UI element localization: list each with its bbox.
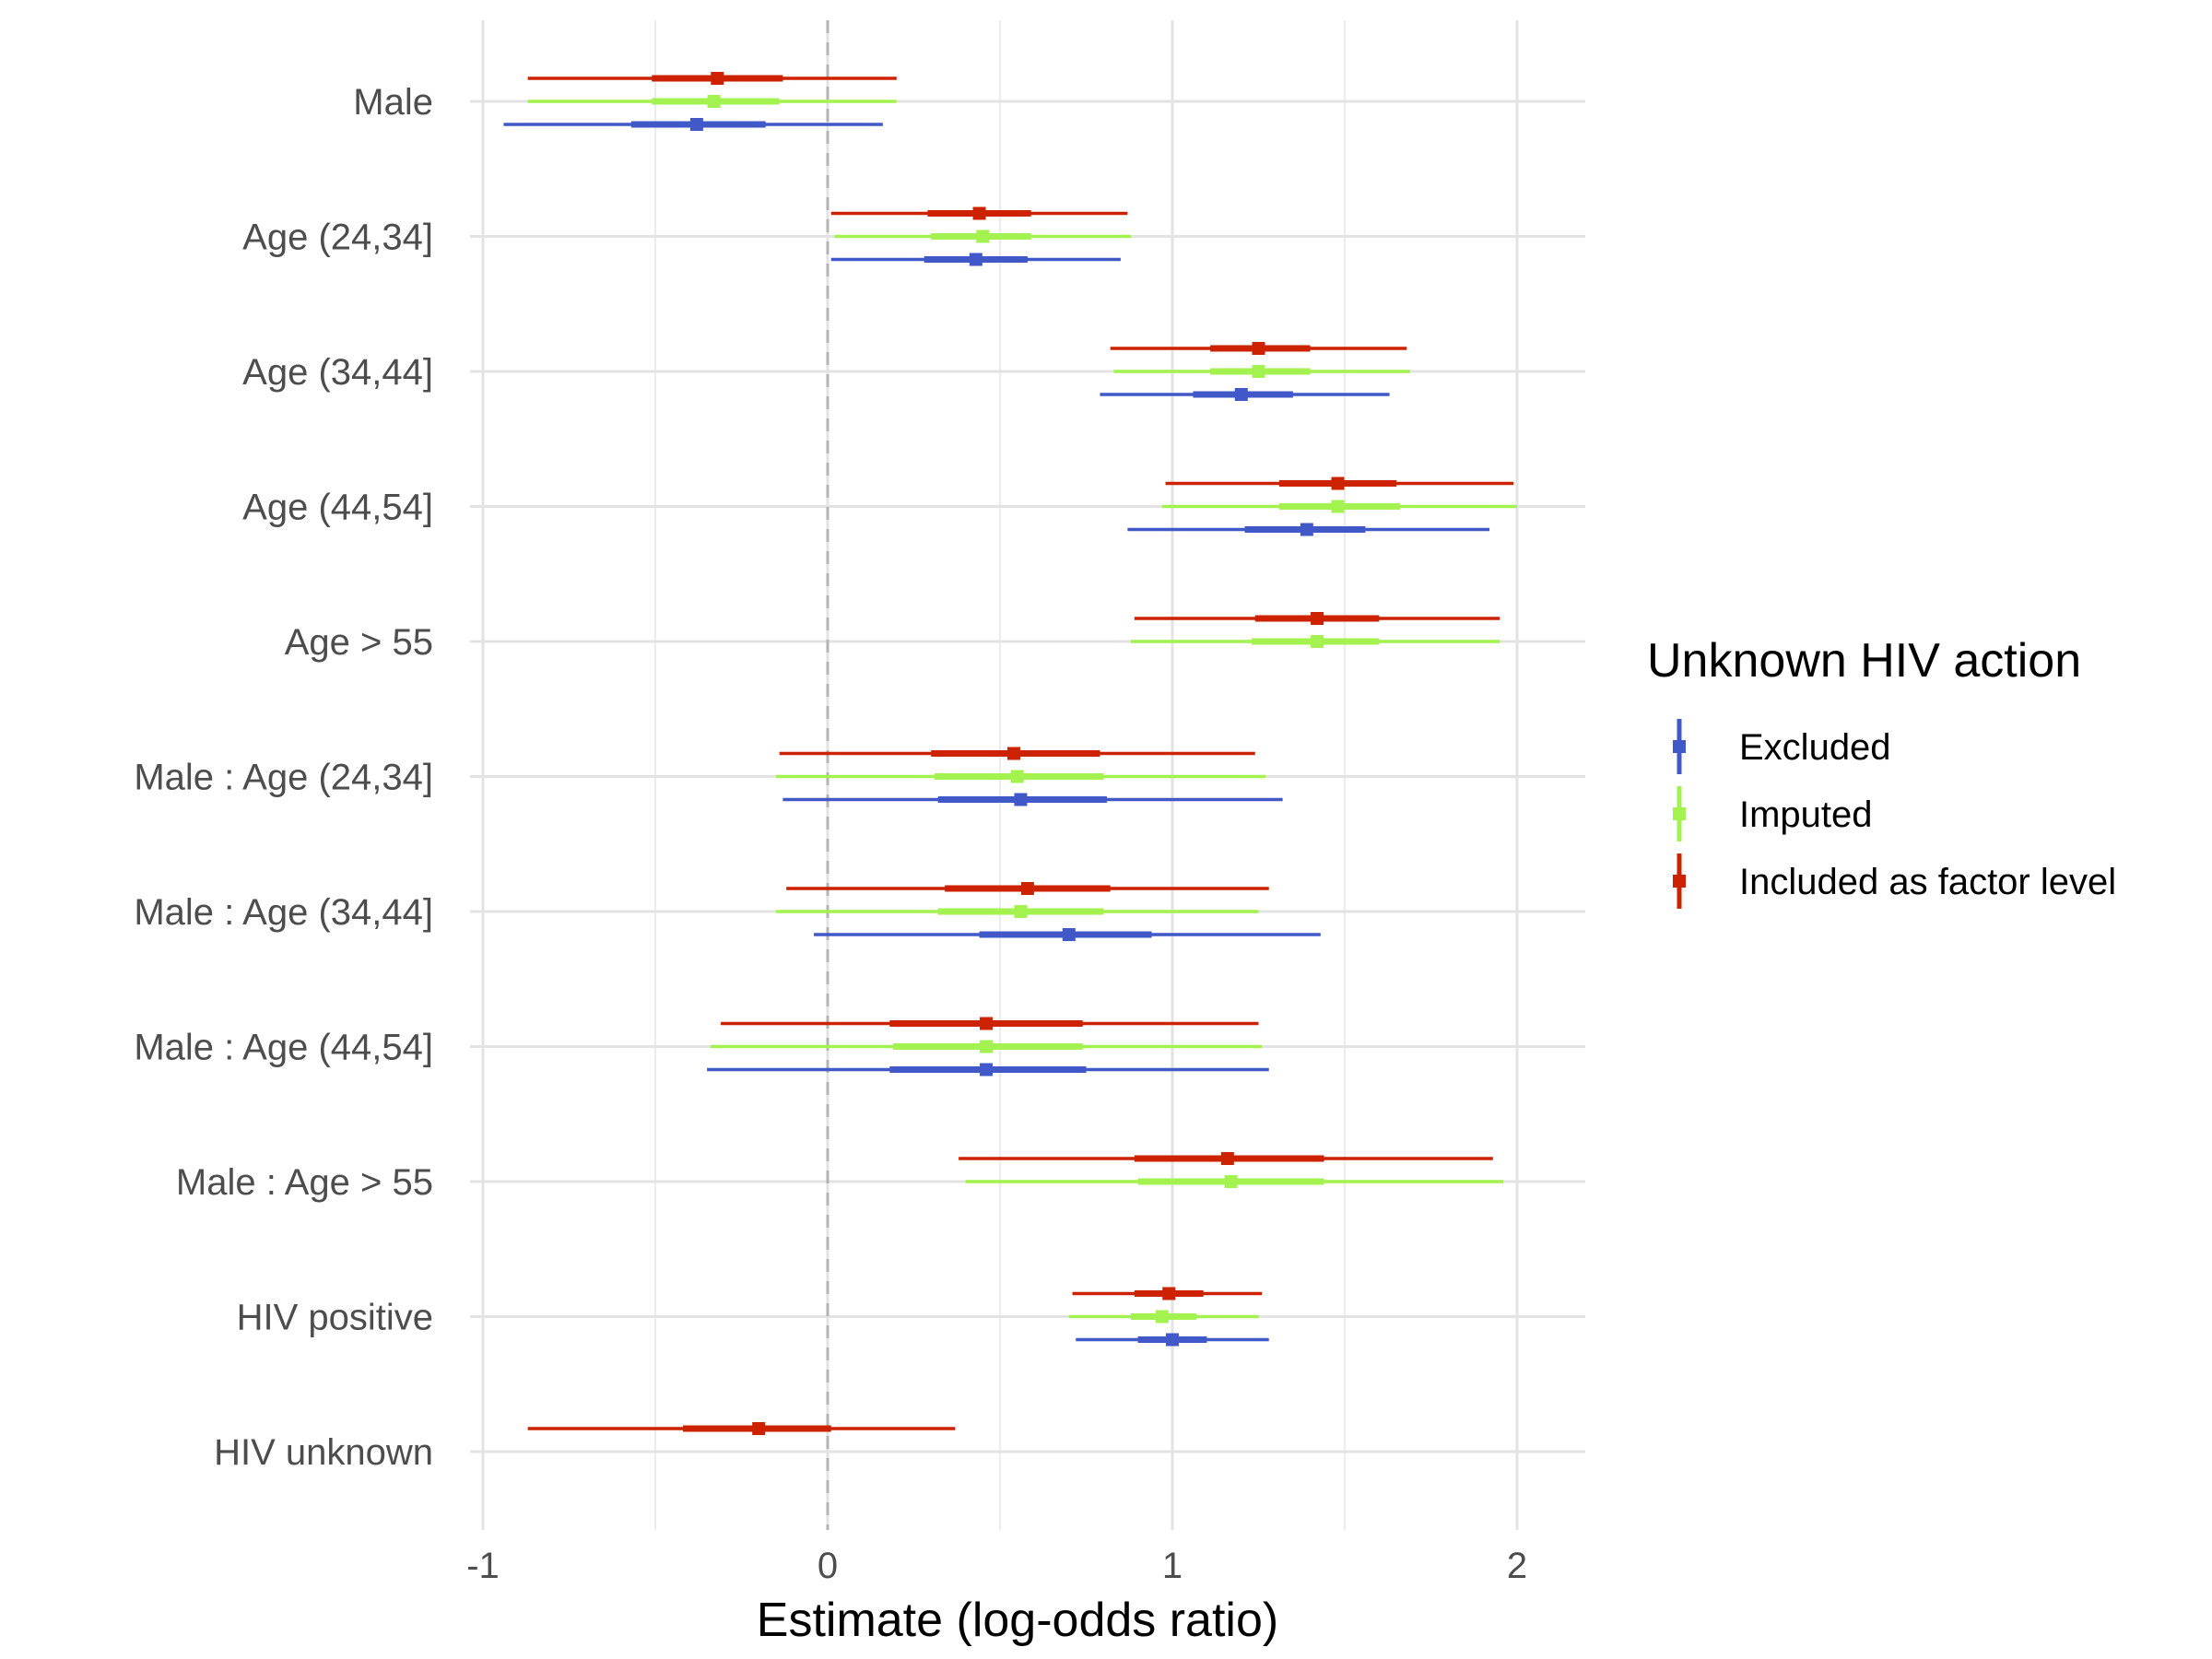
point-estimate-excluded xyxy=(1166,1333,1179,1347)
point-estimate-excluded xyxy=(1300,523,1313,536)
y-tick-label: Male : Age (44,54] xyxy=(134,1028,433,1068)
point-estimate-imputed xyxy=(1155,1310,1169,1324)
y-tick-label: Male : Age > 55 xyxy=(176,1162,433,1203)
point-estimate-imputed xyxy=(1010,770,1024,783)
y-tick-label: Age > 55 xyxy=(285,622,433,663)
point-estimate-imputed xyxy=(1252,365,1265,378)
point-estimate-imputed xyxy=(707,95,721,108)
estimate-marks xyxy=(503,72,1517,1435)
point-estimate-imputed xyxy=(976,229,990,243)
y-tick-label: Male : Age (34,44] xyxy=(134,892,433,933)
x-axis-title: Estimate (log-odds ratio) xyxy=(757,1594,1278,1647)
point-estimate-included-as-factor-level xyxy=(1252,342,1265,355)
point-estimate-imputed xyxy=(1311,635,1324,648)
legend-key-point-excluded xyxy=(1673,740,1686,753)
legend-key-point-included-as-factor-level xyxy=(1673,875,1686,888)
point-estimate-included-as-factor-level xyxy=(1220,1152,1234,1165)
point-estimate-imputed xyxy=(1014,905,1028,918)
point-estimate-included-as-factor-level xyxy=(972,206,986,220)
point-estimate-included-as-factor-level xyxy=(980,1017,994,1030)
y-tick-label: Age (24,34] xyxy=(242,218,433,258)
point-estimate-included-as-factor-level xyxy=(1162,1287,1176,1300)
point-estimate-excluded xyxy=(689,118,703,131)
legend-label-excluded: Excluded xyxy=(1739,727,1891,768)
legend-label-included-as-factor-level: Included as factor level xyxy=(1739,862,2116,902)
point-estimate-included-as-factor-level xyxy=(711,72,724,85)
point-estimate-excluded xyxy=(1234,388,1248,401)
y-tick-label: Male xyxy=(353,82,433,123)
y-tick-label: Male : Age (24,34] xyxy=(134,758,433,798)
y-tick-label: HIV unknown xyxy=(214,1432,433,1473)
y-tick-label: HIV positive xyxy=(237,1298,433,1338)
point-estimate-imputed xyxy=(1331,500,1345,513)
point-estimate-excluded xyxy=(1062,928,1076,941)
x-tick-label: 2 xyxy=(1507,1546,1527,1586)
point-estimate-excluded xyxy=(969,253,982,266)
point-estimate-imputed xyxy=(980,1040,994,1053)
legend: Unknown HIV action Excluded Imputed Includ… xyxy=(1647,634,2116,909)
y-tick-label: Age (34,44] xyxy=(242,352,433,393)
point-estimate-excluded xyxy=(1014,793,1028,806)
legend-label-imputed: Imputed xyxy=(1739,794,1873,835)
y-tick-label: Age (44,54] xyxy=(242,488,433,528)
point-estimate-included-as-factor-level xyxy=(1311,612,1324,625)
y-axis-tick-labels: Male Age (24,34] Age (34,44] Age (44,54] Age… xyxy=(134,82,433,1473)
point-estimate-imputed xyxy=(1224,1175,1238,1188)
point-estimate-excluded xyxy=(980,1063,994,1077)
point-estimate-included-as-factor-level xyxy=(752,1422,766,1435)
point-estimate-included-as-factor-level xyxy=(1020,882,1034,895)
x-tick-label: -1 xyxy=(466,1546,500,1586)
x-axis-tick-labels: -1 0 1 2 xyxy=(466,1546,1527,1586)
point-estimate-included-as-factor-level xyxy=(1006,747,1020,760)
x-tick-label: 0 xyxy=(818,1546,838,1586)
x-tick-label: 1 xyxy=(1162,1546,1182,1586)
legend-key-point-imputed xyxy=(1673,807,1686,820)
legend-title: Unknown HIV action xyxy=(1647,634,2081,688)
point-estimate-included-as-factor-level xyxy=(1331,477,1345,490)
legend-keys: Excluded Imputed Included as factor level xyxy=(1673,719,2116,909)
